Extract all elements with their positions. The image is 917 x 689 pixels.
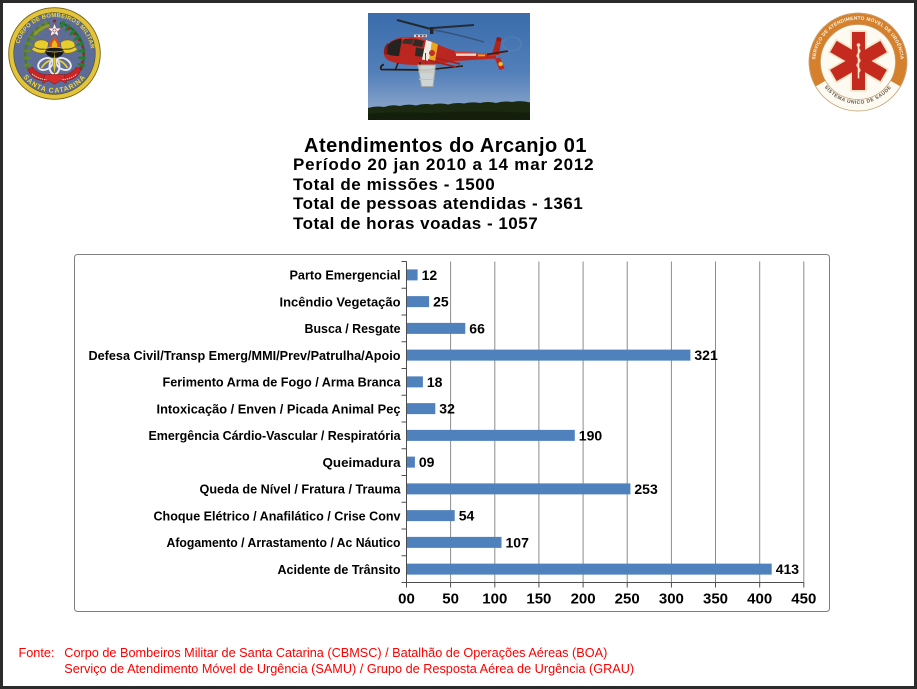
svg-text:190: 190 xyxy=(579,427,603,443)
svg-text:25: 25 xyxy=(433,294,449,310)
svg-text:Incêndio Vegetação: Incêndio Vegetação xyxy=(280,294,401,309)
svg-text:50: 50 xyxy=(442,591,459,608)
svg-text:18: 18 xyxy=(427,374,443,390)
svg-text:Ferimento Arma de Fogo / Arma: Ferimento Arma de Fogo / Arma Branca xyxy=(163,375,402,390)
svg-text:32: 32 xyxy=(439,401,455,417)
svg-text:Queimadura: Queimadura xyxy=(323,455,402,470)
svg-text:Defesa Civil/Transp Emerg/MMI/: Defesa Civil/Transp Emerg/MMI/Prev/Patru… xyxy=(89,348,401,363)
svg-text:300: 300 xyxy=(659,591,684,608)
svg-text:Acidente de Trânsito: Acidente de Trânsito xyxy=(278,562,401,577)
svg-text:200: 200 xyxy=(571,591,596,608)
svg-text:Queda de Nível / Fratura / Tra: Queda de Nível / Fratura / Trauma xyxy=(200,482,402,497)
svg-text:Choque Elétrico / Anafilático: Choque Elétrico / Anafilático / Crise Co… xyxy=(154,508,402,523)
svg-text:400: 400 xyxy=(747,591,772,608)
svg-text:Busca / Resgate: Busca / Resgate xyxy=(305,321,401,336)
svg-text:107: 107 xyxy=(506,534,530,550)
svg-text:Intoxicação / Enven / Picada A: Intoxicação / Enven / Picada Animal Peç xyxy=(157,401,401,416)
svg-text:450: 450 xyxy=(791,591,816,608)
svg-text:66: 66 xyxy=(469,320,485,336)
svg-text:321: 321 xyxy=(694,347,718,363)
svg-text:250: 250 xyxy=(615,591,640,608)
svg-text:Parto Emergencial: Parto Emergencial xyxy=(290,268,401,283)
svg-text:00: 00 xyxy=(398,591,415,608)
svg-text:12: 12 xyxy=(422,267,438,283)
svg-text:150: 150 xyxy=(526,591,551,608)
svg-text:413: 413 xyxy=(776,561,800,577)
svg-text:09: 09 xyxy=(419,454,435,470)
svg-text:Emergência Cárdio-Vascular / R: Emergência Cárdio-Vascular / Respiratóri… xyxy=(149,428,402,443)
svg-text:350: 350 xyxy=(703,591,728,608)
svg-text:Afogamento / Arrastamento / Ac: Afogamento / Arrastamento / Ac Náutico xyxy=(167,535,401,550)
svg-text:100: 100 xyxy=(482,591,507,608)
svg-text:253: 253 xyxy=(634,481,658,497)
svg-text:54: 54 xyxy=(459,508,475,524)
